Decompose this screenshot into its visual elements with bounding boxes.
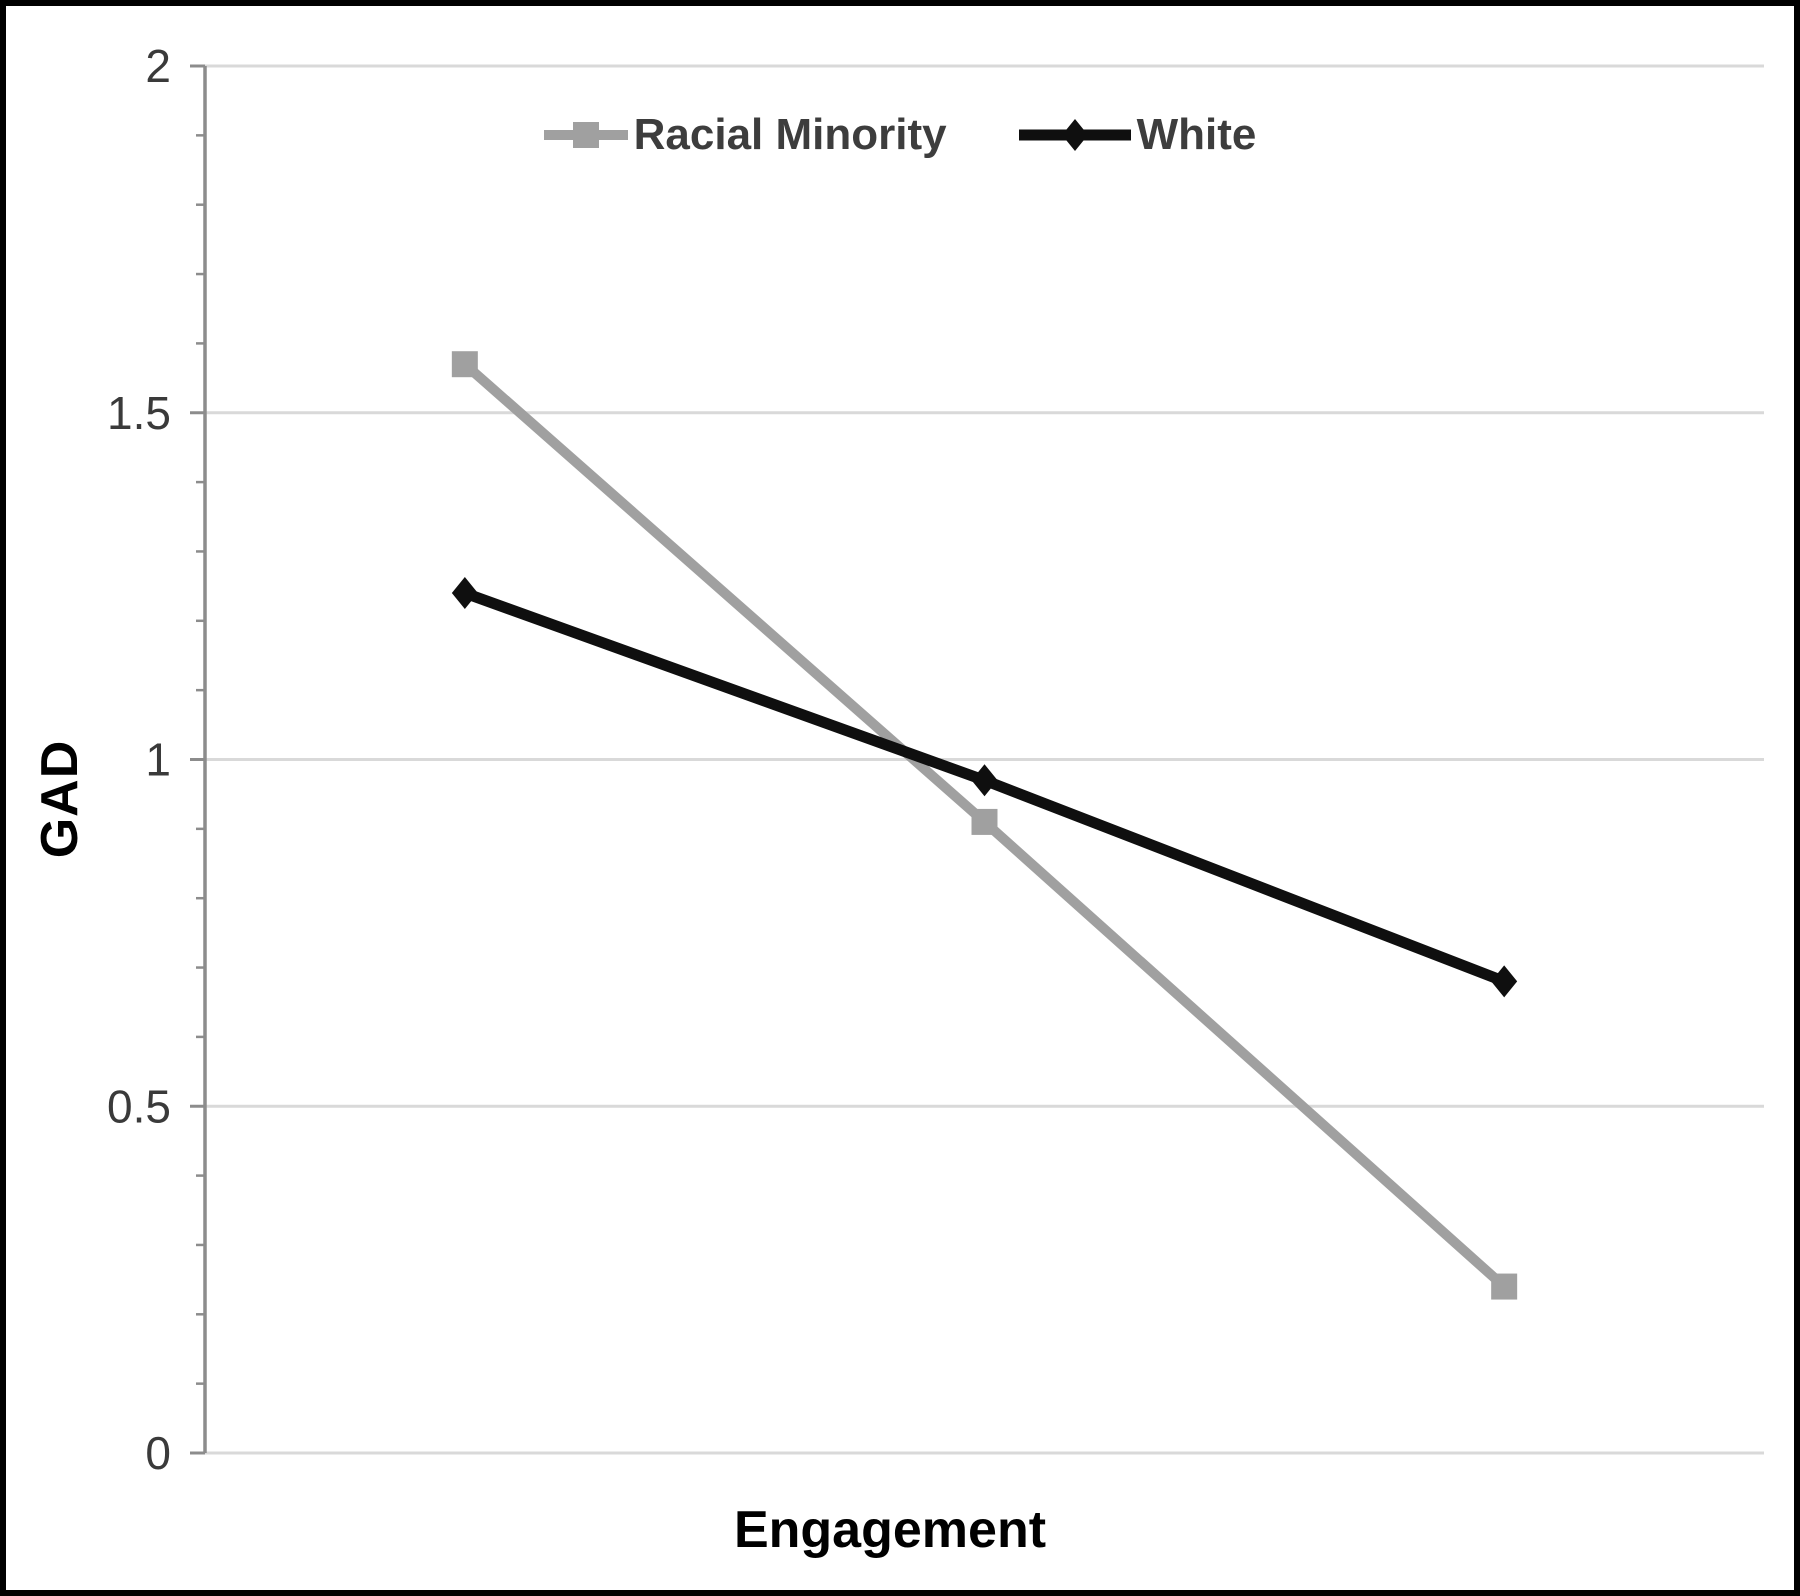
x-axis-title: Engagement bbox=[733, 1501, 1047, 1559]
y-tick-label: 0 bbox=[145, 1427, 171, 1479]
data-point-marker-square bbox=[451, 351, 478, 378]
chart-svg: 0 0.5 1 1.5 2 bbox=[107, 40, 1764, 1479]
legend-label-racial-minority: Racial Minority bbox=[633, 110, 947, 159]
data-point-marker-diamond bbox=[971, 764, 998, 797]
data-point-marker-diamond bbox=[451, 577, 478, 610]
y-tick-label: 1.5 bbox=[107, 387, 171, 439]
data-point-marker-square bbox=[1491, 1273, 1518, 1300]
data-point-marker-square bbox=[971, 808, 998, 835]
legend-item-racial-minority: Racial Minority bbox=[543, 110, 947, 160]
y-tick-label: 2 bbox=[145, 40, 171, 92]
y-tick-label: 0.5 bbox=[107, 1080, 171, 1132]
y-axis-title: GAD bbox=[31, 739, 89, 859]
legend-label-white: White bbox=[1136, 110, 1257, 159]
legend-swatch-square-icon bbox=[543, 122, 628, 148]
data-point-marker-diamond bbox=[1491, 965, 1518, 998]
legend-swatch-diamond-icon bbox=[1018, 119, 1131, 151]
legend: Racial Minority White bbox=[6, 110, 1794, 160]
legend-item-white: White bbox=[1018, 110, 1257, 160]
y-tick-label: 1 bbox=[145, 734, 171, 786]
